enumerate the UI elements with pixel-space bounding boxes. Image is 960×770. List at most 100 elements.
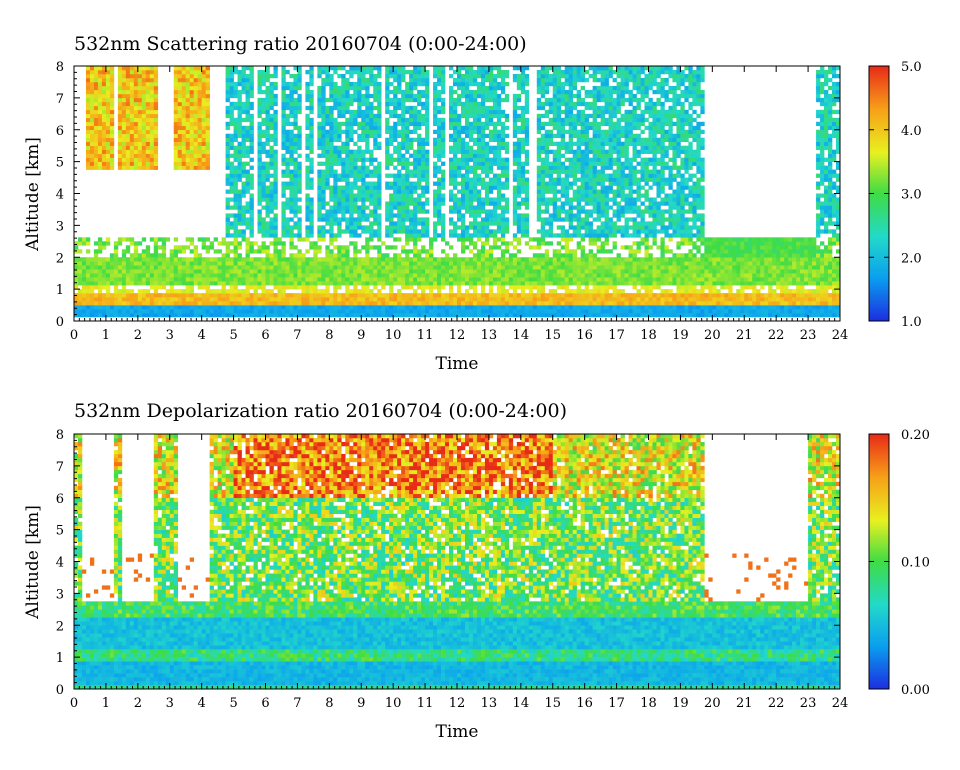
heatmap-cell	[226, 182, 230, 186]
heatmap-cell	[258, 277, 262, 281]
heatmap-cell	[242, 182, 246, 186]
heatmap-cell	[269, 225, 273, 229]
heatmap-cell	[449, 134, 453, 138]
heatmap-cell	[433, 205, 437, 209]
heatmap-cell	[230, 241, 234, 245]
heatmap-cell	[190, 70, 194, 74]
heatmap-cell	[190, 138, 194, 142]
heatmap-cell	[465, 190, 469, 194]
heatmap-cell	[98, 309, 102, 313]
heatmap-cell	[301, 289, 305, 293]
heatmap-cell	[517, 98, 521, 102]
heatmap-cell	[413, 237, 417, 241]
heatmap-cell	[433, 86, 437, 90]
heatmap-cell	[477, 138, 481, 142]
heatmap-cell	[206, 110, 210, 114]
heatmap-cell	[481, 114, 485, 118]
heatmap-cell	[409, 174, 413, 178]
heatmap-cell	[134, 249, 138, 253]
heatmap-cell	[206, 154, 210, 158]
heatmap-cell	[453, 166, 457, 170]
heatmap-cell	[238, 194, 242, 198]
heatmap-cell	[445, 257, 449, 261]
heatmap-cell	[341, 209, 345, 213]
heatmap-cell	[481, 162, 485, 166]
heatmap-cell	[461, 126, 465, 130]
heatmap-cell	[154, 146, 158, 150]
heatmap-cell	[389, 201, 393, 205]
heatmap-cell	[405, 217, 409, 221]
heatmap-cell	[457, 126, 461, 130]
heatmap-cell	[401, 126, 405, 130]
heatmap-cell	[74, 245, 78, 249]
heatmap-cell	[281, 261, 285, 265]
heatmap-cell	[413, 265, 417, 269]
heatmap-cell	[341, 146, 345, 150]
heatmap-cell	[158, 265, 162, 269]
heatmap-cell	[90, 305, 94, 309]
heatmap-cell	[289, 162, 293, 166]
heatmap-cell	[246, 209, 250, 213]
heatmap-cell	[122, 134, 126, 138]
heatmap-cell	[513, 150, 517, 154]
heatmap-cell	[142, 305, 146, 309]
heatmap-cell	[94, 150, 98, 154]
heatmap-cell	[178, 142, 182, 146]
heatmap-cell	[206, 285, 210, 289]
heatmap-cell	[517, 186, 521, 190]
heatmap-cell	[309, 130, 313, 134]
heatmap-cell	[325, 265, 329, 269]
heatmap-cell	[473, 142, 477, 146]
heatmap-cell	[289, 82, 293, 86]
heatmap-cell	[409, 194, 413, 198]
heatmap-cell	[130, 66, 134, 70]
heatmap-cell	[373, 174, 377, 178]
heatmap-cell	[234, 194, 238, 198]
heatmap-cell	[421, 281, 425, 285]
heatmap-cell	[413, 277, 417, 281]
heatmap-cell	[421, 106, 425, 110]
heatmap-cell	[118, 166, 122, 170]
heatmap-cell	[501, 158, 505, 162]
heatmap-cell	[449, 313, 453, 317]
heatmap-cell	[393, 66, 397, 70]
heatmap-cell	[174, 74, 178, 78]
heatmap-cell	[401, 257, 405, 261]
heatmap-cell	[126, 86, 130, 90]
heatmap-cell	[266, 86, 270, 90]
heatmap-cell	[321, 197, 325, 201]
heatmap-cell	[246, 110, 250, 114]
heatmap-cell	[82, 241, 86, 245]
heatmap-cell	[190, 118, 194, 122]
heatmap-cell	[513, 213, 517, 217]
heatmap-cell	[194, 102, 198, 106]
heatmap-cell	[461, 162, 465, 166]
heatmap-cell	[238, 213, 242, 217]
heatmap-cell	[413, 273, 417, 277]
heatmap-cell	[485, 122, 489, 126]
heatmap-cell	[250, 106, 254, 110]
heatmap-cell	[182, 82, 186, 86]
heatmap-cell	[86, 122, 90, 126]
heatmap-cell	[242, 305, 246, 309]
heatmap-cell	[146, 130, 150, 134]
heatmap-cell	[269, 90, 273, 94]
heatmap-cell	[397, 134, 401, 138]
heatmap-cell	[517, 94, 521, 98]
heatmap-cell	[357, 186, 361, 190]
heatmap-cell	[409, 70, 413, 74]
heatmap-cell	[82, 309, 86, 313]
heatmap-cell	[333, 273, 337, 277]
heatmap-cell	[525, 190, 529, 194]
heatmap-cell	[449, 233, 453, 237]
heatmap-cell	[321, 233, 325, 237]
heatmap-cell	[226, 297, 230, 301]
heatmap-cell	[373, 277, 377, 281]
heatmap-cell	[397, 237, 401, 241]
heatmap-cell	[477, 209, 481, 213]
heatmap-cell	[94, 277, 98, 281]
heatmap-cell	[513, 261, 517, 265]
heatmap-cell	[445, 293, 449, 297]
heatmap-cell	[449, 194, 453, 198]
heatmap-cell	[329, 217, 333, 221]
